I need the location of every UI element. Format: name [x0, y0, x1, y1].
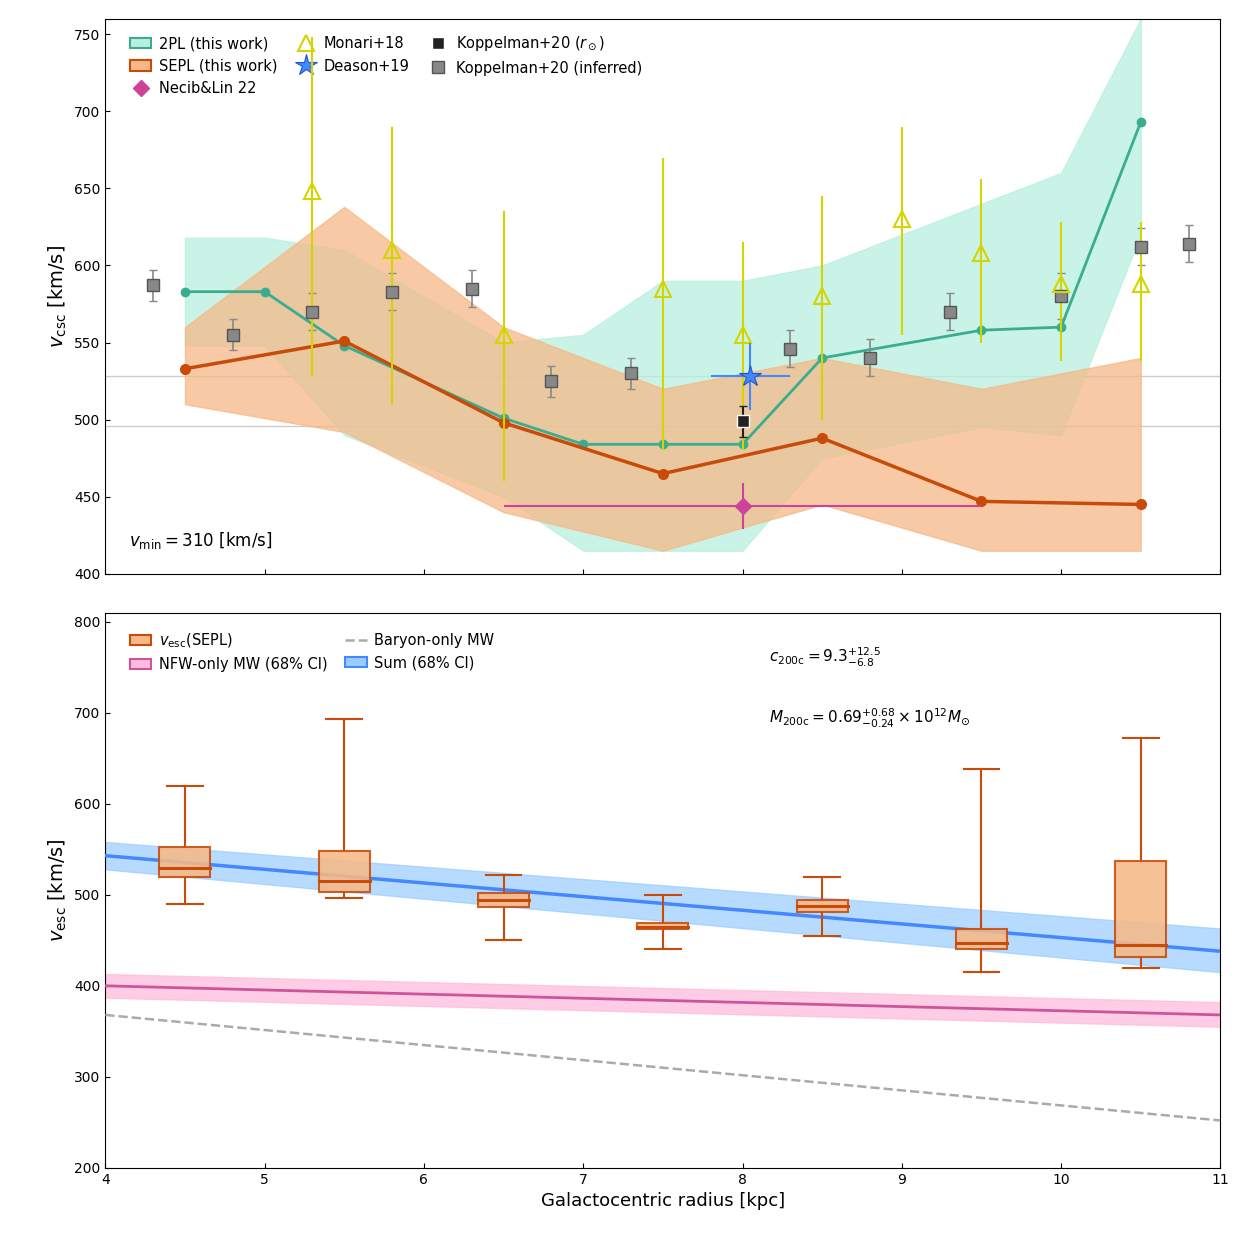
Text: $v_{\rm min} = 310$ [km/s]: $v_{\rm min} = 310$ [km/s]: [129, 530, 273, 551]
Bar: [1115, 861, 1166, 957]
Legend: 2PL (this work), SEPL (this work), Necib&Lin 22, Monari+18, Deason+19, Koppelman: 2PL (this work), SEPL (this work), Necib…: [124, 29, 648, 101]
Y-axis label: $v_{\rm csc}$ [km/s]: $v_{\rm csc}$ [km/s]: [46, 245, 68, 347]
Text: $c_{200{\rm c}} = 9.3^{+12.5}_{-6.8}$: $c_{200{\rm c}} = 9.3^{+12.5}_{-6.8}$: [768, 646, 881, 669]
Bar: [478, 893, 529, 907]
Bar: [637, 923, 689, 929]
Y-axis label: $v_{\rm esc}$ [km/s]: $v_{\rm esc}$ [km/s]: [46, 838, 68, 942]
Bar: [318, 851, 369, 892]
Bar: [797, 901, 847, 912]
X-axis label: Galactocentric radius [kpc]: Galactocentric radius [kpc]: [540, 1193, 786, 1210]
Legend: $v_{\rm esc}$(SEPL), NFW-only MW (68% CI), Baryon-only MW, Sum (68% CI): $v_{\rm esc}$(SEPL), NFW-only MW (68% CI…: [124, 626, 501, 678]
Bar: [957, 929, 1007, 949]
Bar: [160, 847, 211, 877]
Text: $M_{200{\rm c}} = 0.69^{+0.68}_{-0.24} \times 10^{12} M_{\odot}$: $M_{200{\rm c}} = 0.69^{+0.68}_{-0.24} \…: [768, 707, 970, 731]
